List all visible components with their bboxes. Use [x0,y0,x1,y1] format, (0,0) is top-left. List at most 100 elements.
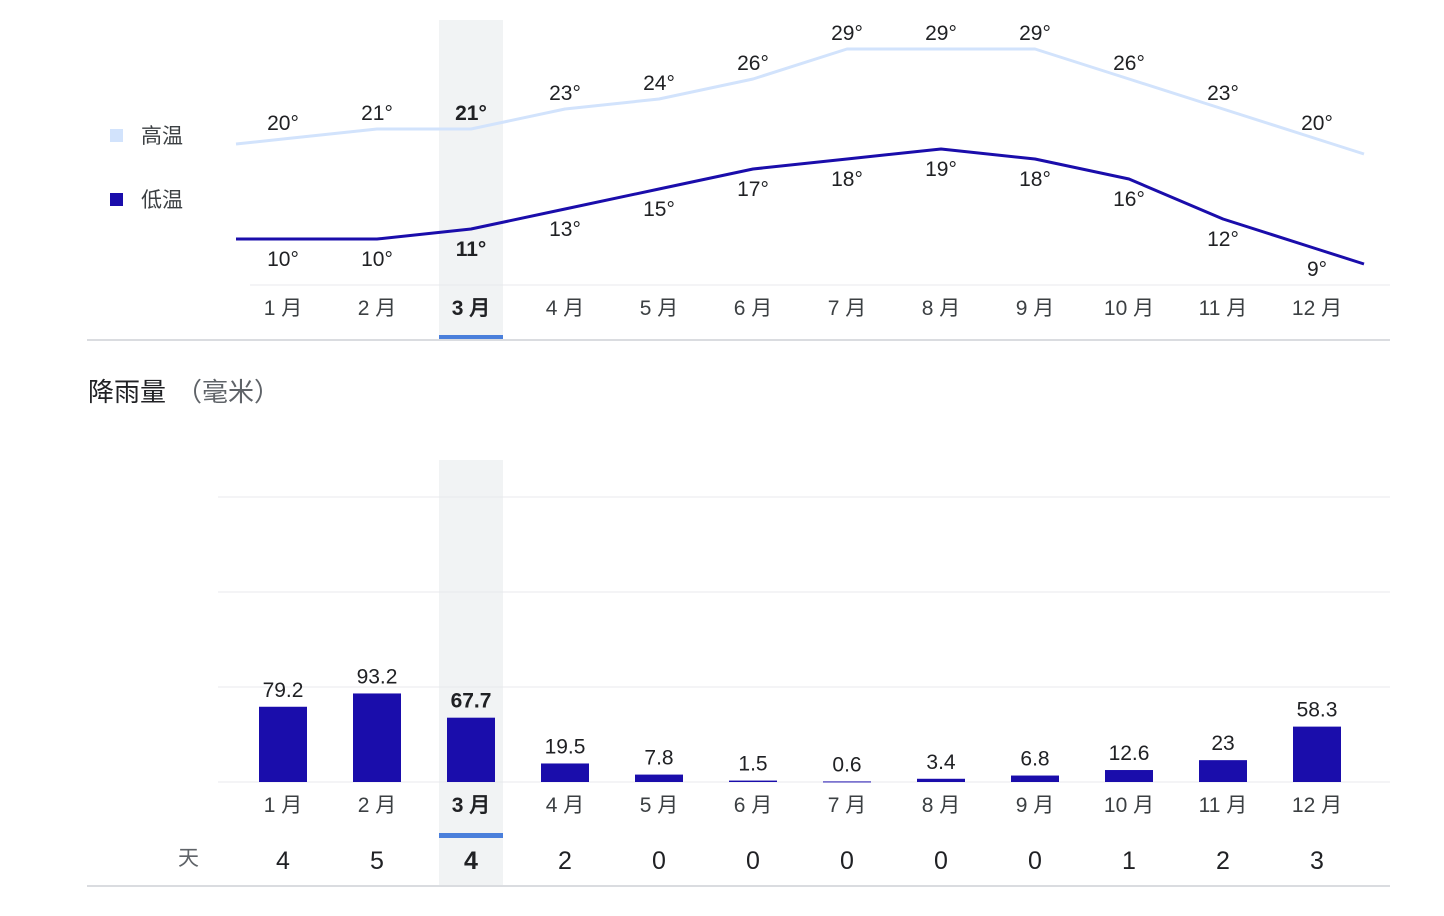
temperature-month-label-1: 1 月 [264,297,303,320]
temperature-month-label-4: 4 月 [546,297,585,320]
temperature-month-label-9: 9 月 [1016,297,1055,320]
high-temp-label-6: 26° [737,52,769,75]
precipitation-bar-5 [635,774,683,782]
legend-low: 低温 [110,184,183,214]
legend-low-label: 低温 [141,189,183,212]
temperature-month-label-6: 6 月 [734,297,773,320]
precipitation-bar-10 [1105,770,1153,782]
precipitation-month-label-9: 9 月 [1016,794,1055,817]
legend-high: 高温 [110,120,183,150]
high-temp-label-7: 29° [831,22,863,45]
temperature-month-label-2: 2 月 [358,297,397,320]
selected-month-indicator-precipitation [439,833,503,838]
low-temp-label-8: 19° [925,158,957,181]
precipitation-value-label-2: 93.2 [357,665,398,688]
high-temp-label-3: 21° [455,102,487,125]
precipitation-title: 降雨量 （毫米） [88,372,280,409]
rain-days-value-6: 0 [746,847,760,875]
precipitation-value-label-12: 58.3 [1297,699,1338,722]
precipitation-month-label-12: 12 月 [1292,794,1342,817]
selected-month-band-precipitation [439,460,503,885]
high-temp-label-12: 20° [1301,112,1333,135]
temperature-month-label-10: 10 月 [1104,297,1154,320]
selected-month-indicator-temperature [439,335,503,340]
precipitation-value-label-5: 7.8 [644,747,673,770]
precipitation-bar-8 [917,778,965,782]
precipitation-value-label-6: 1.5 [738,753,767,776]
low-temp-label-11: 12° [1207,228,1239,251]
precipitation-value-label-9: 6.8 [1020,748,1049,771]
precipitation-value-label-4: 19.5 [545,735,586,758]
legend-high-swatch [110,128,123,142]
low-temp-label-6: 17° [737,178,769,201]
precipitation-month-label-11: 11 月 [1199,794,1248,817]
precipitation-bar-6 [729,780,777,782]
precipitation-bar-12 [1293,726,1341,782]
precipitation-title-text: 降雨量 [88,377,167,407]
rain-days-value-5: 0 [652,847,666,875]
high-temp-label-11: 23° [1207,82,1239,105]
precipitation-bar-1 [259,706,307,782]
high-temp-label-10: 26° [1113,52,1145,75]
precipitation-value-label-11: 23 [1211,732,1234,755]
low-temp-label-3: 11° [456,238,487,261]
precipitation-month-label-5: 5 月 [640,794,679,817]
temperature-month-label-12: 12 月 [1292,297,1342,320]
low-temp-label-2: 10° [361,248,393,271]
low-temperature-line [236,147,1365,266]
rain-days-value-4: 2 [558,847,572,875]
rain-days-value-10: 1 [1122,847,1136,875]
high-temp-label-5: 24° [643,72,675,95]
rain-days-value-8: 0 [934,847,948,875]
precipitation-value-label-8: 3.4 [926,751,956,774]
low-temp-label-7: 18° [831,168,863,191]
low-temp-label-1: 10° [267,248,299,271]
high-temp-label-1: 20° [267,112,299,135]
precipitation-month-label-2: 2 月 [358,794,397,817]
precipitation-bar-9 [1011,775,1059,782]
precipitation-unit: （毫米） [176,377,281,407]
precipitation-bar-2 [353,693,401,782]
precipitation-month-label-1: 1 月 [264,794,303,817]
high-temp-label-9: 29° [1019,22,1051,45]
temperature-month-label-5: 5 月 [640,297,679,320]
rain-days-value-12: 3 [1310,847,1324,875]
rain-days-value-9: 0 [1028,847,1042,875]
precipitation-bar-7 [823,781,871,783]
low-temp-label-10: 16° [1113,188,1145,211]
low-temp-label-5: 15° [643,198,675,221]
temperature-month-label-11: 11 月 [1199,297,1248,320]
precipitation-month-label-7: 7 月 [828,794,867,817]
precipitation-value-label-1: 79.2 [263,679,304,702]
legend-low-swatch [110,192,123,206]
high-temperature-line [235,47,1365,156]
rain-days-value-11: 2 [1216,847,1230,875]
legend-high-label: 高温 [141,125,183,148]
precipitation-bar-11 [1199,760,1247,782]
rain-days-value-1: 4 [276,847,290,875]
rain-days-label: 天 [178,847,199,870]
temperature-month-label-3: 3 月 [452,297,491,320]
high-temp-label-8: 29° [925,22,957,45]
precipitation-value-label-3: 67.7 [451,690,492,713]
precipitation-bar-4 [541,763,589,782]
precipitation-bar-3 [447,717,495,782]
precipitation-value-label-10: 12.6 [1109,742,1150,765]
temperature-month-label-8: 8 月 [922,297,961,320]
high-temp-label-4: 23° [549,82,581,105]
high-temp-label-2: 21° [361,102,393,125]
rain-days-value-7: 0 [840,847,854,875]
low-temp-label-4: 13° [549,218,581,241]
precipitation-month-label-3: 3 月 [452,794,491,817]
low-temp-label-9: 18° [1019,168,1051,191]
precipitation-month-label-8: 8 月 [922,794,961,817]
selected-month-band-temperature [439,20,503,340]
precipitation-month-label-4: 4 月 [546,794,585,817]
temperature-month-label-7: 7 月 [828,297,867,320]
low-temp-label-12: 9° [1307,258,1327,281]
precipitation-month-label-10: 10 月 [1104,794,1154,817]
precipitation-value-label-7: 0.6 [832,753,861,776]
rain-days-value-2: 5 [370,847,384,875]
